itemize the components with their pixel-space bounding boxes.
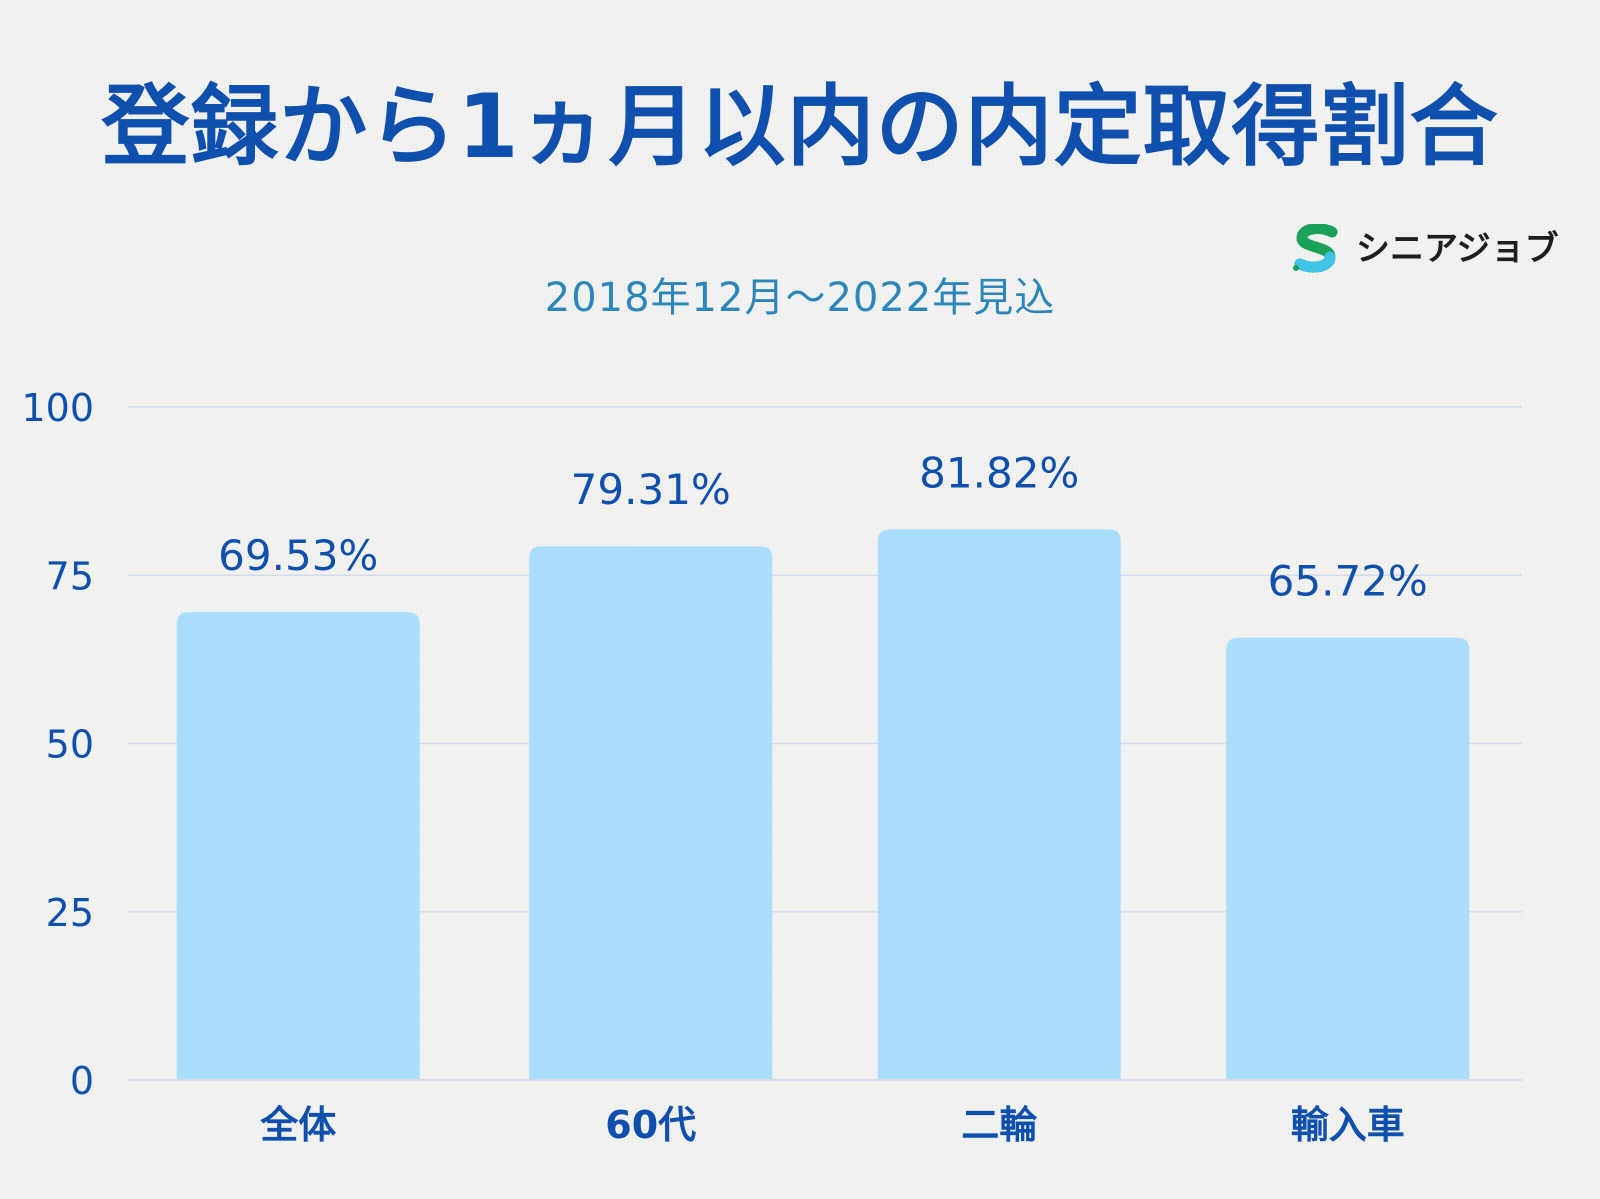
y-tick-label: 75 [46,554,94,598]
data-label: 81.82% [919,448,1079,497]
chart-title: 登録から1ヵ月以内の内定取得割合 [101,75,1499,178]
bar [877,529,1121,1080]
logo-wordmark: シニアジョブ [1356,229,1559,269]
bar [176,612,420,1080]
bar [529,546,773,1080]
brand-logo: シニアジョブ [1290,224,1570,274]
x-tick-label: 二輪 [961,1103,1037,1147]
y-tick-label: 50 [46,723,94,767]
x-tick-label: 輸入車 [1291,1103,1405,1147]
x-tick-label: 全体 [259,1103,336,1147]
data-label: 65.72% [1268,557,1428,606]
bar [1226,637,1470,1080]
y-tick-label: 0 [70,1059,94,1103]
data-label: 69.53% [218,531,378,580]
x-tick-label: 60代 [605,1103,696,1147]
data-label: 79.31% [571,465,731,514]
y-tick-label: 25 [46,891,94,935]
chart-subtitle: 2018年12月～2022年見込 [544,275,1056,321]
y-tick-label: 100 [21,386,94,430]
s-logo-icon [1293,224,1338,273]
